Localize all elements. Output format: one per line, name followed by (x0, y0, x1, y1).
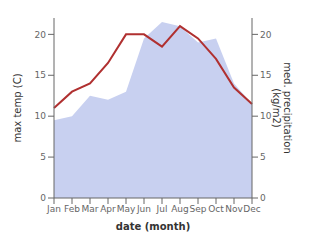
svg-text:Dec: Dec (243, 204, 260, 214)
svg-text:May: May (117, 204, 136, 214)
svg-text:date (month): date (month) (116, 221, 190, 232)
svg-text:Oct: Oct (208, 204, 224, 214)
svg-text:Jun: Jun (136, 204, 151, 214)
svg-text:Apr: Apr (100, 204, 116, 214)
svg-text:10: 10 (35, 111, 47, 121)
svg-text:20: 20 (35, 30, 47, 40)
svg-text:max temp (C): max temp (C) (12, 73, 23, 142)
svg-text:20: 20 (260, 30, 272, 40)
svg-text:Aug: Aug (171, 204, 189, 214)
svg-text:0: 0 (260, 193, 266, 203)
svg-text:Feb: Feb (64, 204, 80, 214)
svg-text:15: 15 (35, 70, 46, 80)
svg-text:Nov: Nov (225, 204, 243, 214)
svg-text:5: 5 (260, 152, 266, 162)
svg-text:med. precipitation(kg/m2): med. precipitation(kg/m2) (271, 62, 293, 154)
svg-text:Jan: Jan (46, 204, 61, 214)
svg-text:5: 5 (40, 152, 46, 162)
svg-text:Sep: Sep (190, 204, 207, 214)
svg-text:Jul: Jul (156, 204, 168, 214)
svg-text:10: 10 (260, 111, 272, 121)
svg-text:15: 15 (260, 70, 271, 80)
svg-text:0: 0 (40, 193, 46, 203)
svg-text:Mar: Mar (82, 204, 99, 214)
